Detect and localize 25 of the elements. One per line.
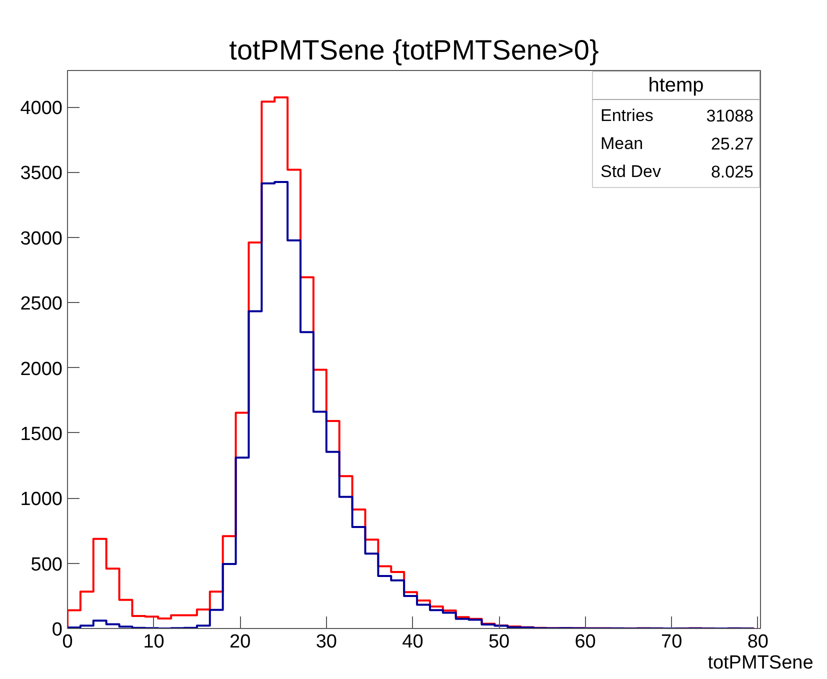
y-tick-label: 3500 — [20, 163, 63, 184]
y-tick-label: 1000 — [20, 489, 63, 510]
x-tick-label: 10 — [143, 632, 164, 652]
y-tick-label: 2500 — [20, 294, 63, 315]
y-tick-label: 1500 — [20, 424, 63, 445]
x-tick-label: 50 — [488, 632, 510, 652]
annotation: 25.27 — [710, 134, 754, 154]
annotation: Mean — [600, 134, 644, 153]
y-tick-label: 4000 — [20, 98, 63, 120]
y-tick-label: 3000 — [20, 228, 63, 250]
y-tick-label: 2000 — [20, 358, 63, 380]
annotation: Std Dev — [600, 162, 662, 181]
x-tick-label: 70 — [661, 632, 682, 652]
x-tick-label: 20 — [230, 632, 251, 652]
x-tick-label: 60 — [574, 632, 596, 652]
x-tick-label: 80 — [747, 632, 768, 652]
chart-title: totPMTSene {totPMTSene>0} — [229, 34, 599, 66]
annotation: htemp — [648, 74, 704, 96]
x-tick-label: 40 — [402, 632, 424, 652]
x-tick-label: 30 — [316, 632, 337, 652]
annotation: Entries — [600, 106, 654, 125]
x-axis-title: totPMTSene — [708, 652, 814, 674]
y-tick-label: 500 — [30, 554, 62, 576]
annotation: 8.025 — [710, 162, 754, 182]
annotation: 31088 — [706, 106, 754, 126]
